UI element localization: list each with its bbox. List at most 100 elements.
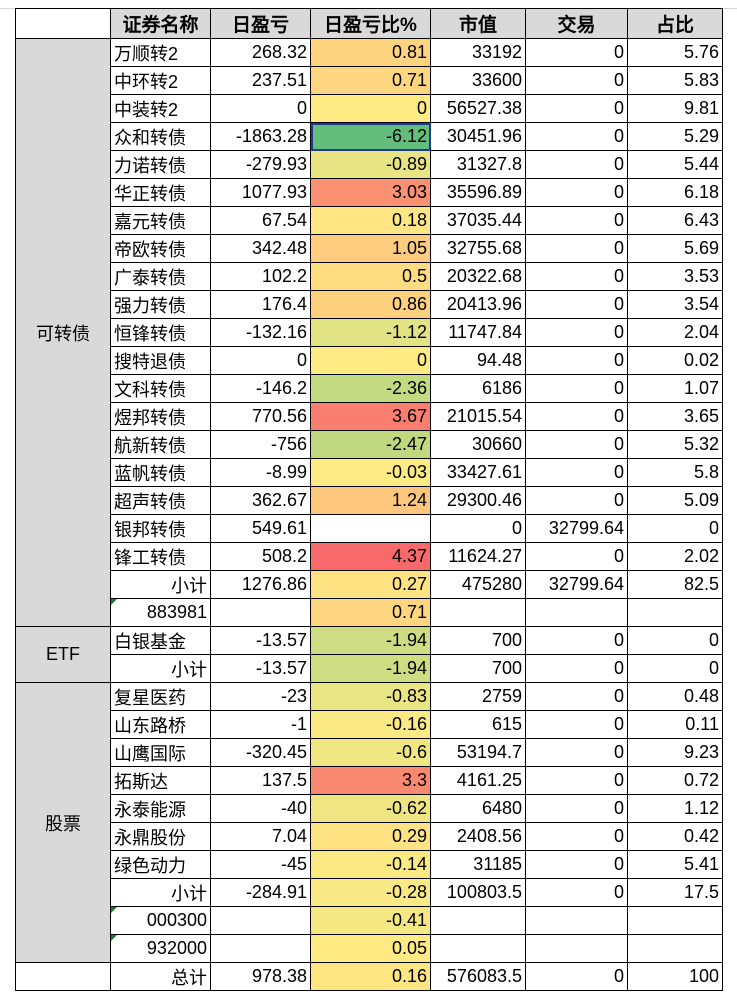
pnl-cell[interactable]: 102.2 — [210, 262, 311, 291]
ratio-cell[interactable]: 5.83 — [627, 66, 723, 95]
trade-cell[interactable]: 32799.64 — [525, 570, 628, 599]
security-name-cell[interactable]: 文科转债 — [110, 374, 211, 403]
market-value-cell[interactable]: 21015.54 — [430, 402, 526, 431]
security-name-cell[interactable]: 银邦转债 — [110, 514, 211, 543]
market-value-cell[interactable]: 31185 — [430, 850, 526, 879]
market-value-cell[interactable]: 0 — [430, 514, 526, 543]
security-name-cell[interactable]: 锋工转债 — [110, 542, 211, 571]
pnl-pct-cell[interactable]: 0.29 — [310, 822, 431, 851]
security-name-cell[interactable]: 煜邦转债 — [110, 402, 211, 431]
ratio-cell[interactable]: 0.02 — [627, 346, 723, 375]
security-name-cell[interactable]: 搜特退债 — [110, 346, 211, 375]
pnl-cell[interactable]: 978.38 — [210, 962, 311, 991]
pnl-pct-cell[interactable]: -0.28 — [310, 878, 431, 907]
ratio-cell[interactable] — [627, 598, 723, 627]
pnl-cell[interactable]: -13.57 — [210, 654, 311, 683]
pnl-pct-cell[interactable]: -1.12 — [310, 318, 431, 347]
security-name-cell[interactable]: 932000 — [110, 934, 211, 963]
trade-cell[interactable]: 0 — [525, 346, 628, 375]
pnl-cell[interactable]: 342.48 — [210, 234, 311, 263]
security-name-cell[interactable]: 力诺转债 — [110, 150, 211, 179]
pnl-cell[interactable]: -279.93 — [210, 150, 311, 179]
trade-cell[interactable]: 0 — [525, 486, 628, 515]
trade-cell[interactable]: 0 — [525, 290, 628, 319]
market-value-cell[interactable]: 700 — [430, 626, 526, 655]
security-name-cell[interactable]: 中装转2 — [110, 94, 211, 123]
market-value-cell[interactable]: 2408.56 — [430, 822, 526, 851]
security-name-cell[interactable]: 总计 — [110, 962, 211, 991]
group-label-cell[interactable] — [15, 962, 111, 991]
pnl-cell[interactable]: -320.45 — [210, 738, 311, 767]
market-value-cell[interactable]: 31327.8 — [430, 150, 526, 179]
security-name-cell[interactable]: 山鹰国际 — [110, 738, 211, 767]
pnl-pct-cell[interactable]: -1.94 — [310, 654, 431, 683]
pnl-pct-cell[interactable]: -2.47 — [310, 430, 431, 459]
security-name-cell[interactable]: 帝欧转债 — [110, 234, 211, 263]
market-value-cell[interactable]: 11624.27 — [430, 542, 526, 571]
market-value-cell[interactable]: 30660 — [430, 430, 526, 459]
security-name-cell[interactable]: 广泰转债 — [110, 262, 211, 291]
trade-cell[interactable]: 0 — [525, 262, 628, 291]
market-value-cell[interactable]: 576083.5 — [430, 962, 526, 991]
ratio-cell[interactable]: 6.43 — [627, 206, 723, 235]
trade-cell[interactable]: 0 — [525, 66, 628, 95]
header-market-value[interactable]: 市值 — [430, 8, 526, 39]
pnl-cell[interactable]: -1 — [210, 710, 311, 739]
security-name-cell[interactable]: 蓝帆转债 — [110, 458, 211, 487]
trade-cell[interactable]: 0 — [525, 794, 628, 823]
trade-cell[interactable]: 32799.64 — [525, 514, 628, 543]
security-name-cell[interactable]: 华正转债 — [110, 178, 211, 207]
ratio-cell[interactable]: 0.48 — [627, 682, 723, 711]
ratio-cell[interactable]: 9.81 — [627, 94, 723, 123]
security-name-cell[interactable]: 永鼎股份 — [110, 822, 211, 851]
trade-cell[interactable]: 0 — [525, 878, 628, 907]
pnl-pct-cell[interactable]: -1.94 — [310, 626, 431, 655]
pnl-pct-cell[interactable]: 0.05 — [310, 934, 431, 963]
market-value-cell[interactable] — [430, 906, 526, 935]
ratio-cell[interactable]: 0.11 — [627, 710, 723, 739]
market-value-cell[interactable]: 29300.46 — [430, 486, 526, 515]
trade-cell[interactable]: 0 — [525, 234, 628, 263]
market-value-cell[interactable]: 20413.96 — [430, 290, 526, 319]
ratio-cell[interactable]: 0 — [627, 654, 723, 683]
ratio-cell[interactable]: 0.72 — [627, 766, 723, 795]
trade-cell[interactable]: 0 — [525, 766, 628, 795]
pnl-cell[interactable]: 176.4 — [210, 290, 311, 319]
security-name-cell[interactable]: 拓斯达 — [110, 766, 211, 795]
pnl-pct-cell[interactable]: 0.71 — [310, 66, 431, 95]
security-name-cell[interactable]: 强力转债 — [110, 290, 211, 319]
pnl-cell[interactable]: 770.56 — [210, 402, 311, 431]
pnl-cell[interactable]: 549.61 — [210, 514, 311, 543]
header-trade[interactable]: 交易 — [525, 8, 628, 39]
trade-cell[interactable]: 0 — [525, 318, 628, 347]
pnl-cell[interactable]: 1077.93 — [210, 178, 311, 207]
security-name-cell[interactable]: 超声转债 — [110, 486, 211, 515]
market-value-cell[interactable]: 33427.61 — [430, 458, 526, 487]
pnl-pct-cell[interactable]: 0.71 — [310, 598, 431, 627]
security-name-cell[interactable]: 小计 — [110, 878, 211, 907]
pnl-cell[interactable]: 7.04 — [210, 822, 311, 851]
security-name-cell[interactable]: 航新转债 — [110, 430, 211, 459]
ratio-cell[interactable]: 2.02 — [627, 542, 723, 571]
trade-cell[interactable]: 0 — [525, 122, 628, 151]
pnl-pct-cell[interactable]: -0.89 — [310, 150, 431, 179]
security-name-cell[interactable]: 复星医药 — [110, 682, 211, 711]
pnl-cell[interactable]: -132.16 — [210, 318, 311, 347]
security-name-cell[interactable]: 众和转债 — [110, 122, 211, 151]
ratio-cell[interactable]: 2.04 — [627, 318, 723, 347]
security-name-cell[interactable]: 万顺转2 — [110, 38, 211, 67]
ratio-cell[interactable]: 0 — [627, 626, 723, 655]
security-name-cell[interactable]: 永泰能源 — [110, 794, 211, 823]
group-label-cell[interactable]: 股票 — [15, 682, 111, 963]
trade-cell[interactable]: 0 — [525, 402, 628, 431]
pnl-pct-cell[interactable]: -0.6 — [310, 738, 431, 767]
market-value-cell[interactable]: 33192 — [430, 38, 526, 67]
trade-cell[interactable]: 0 — [525, 962, 628, 991]
ratio-cell[interactable]: 5.76 — [627, 38, 723, 67]
pnl-cell[interactable]: -284.91 — [210, 878, 311, 907]
ratio-cell[interactable]: 0 — [627, 514, 723, 543]
pnl-pct-cell[interactable]: -0.16 — [310, 710, 431, 739]
pnl-pct-cell[interactable]: 0 — [310, 94, 431, 123]
pnl-cell[interactable]: 137.5 — [210, 766, 311, 795]
header-ratio[interactable]: 占比 — [627, 8, 723, 39]
